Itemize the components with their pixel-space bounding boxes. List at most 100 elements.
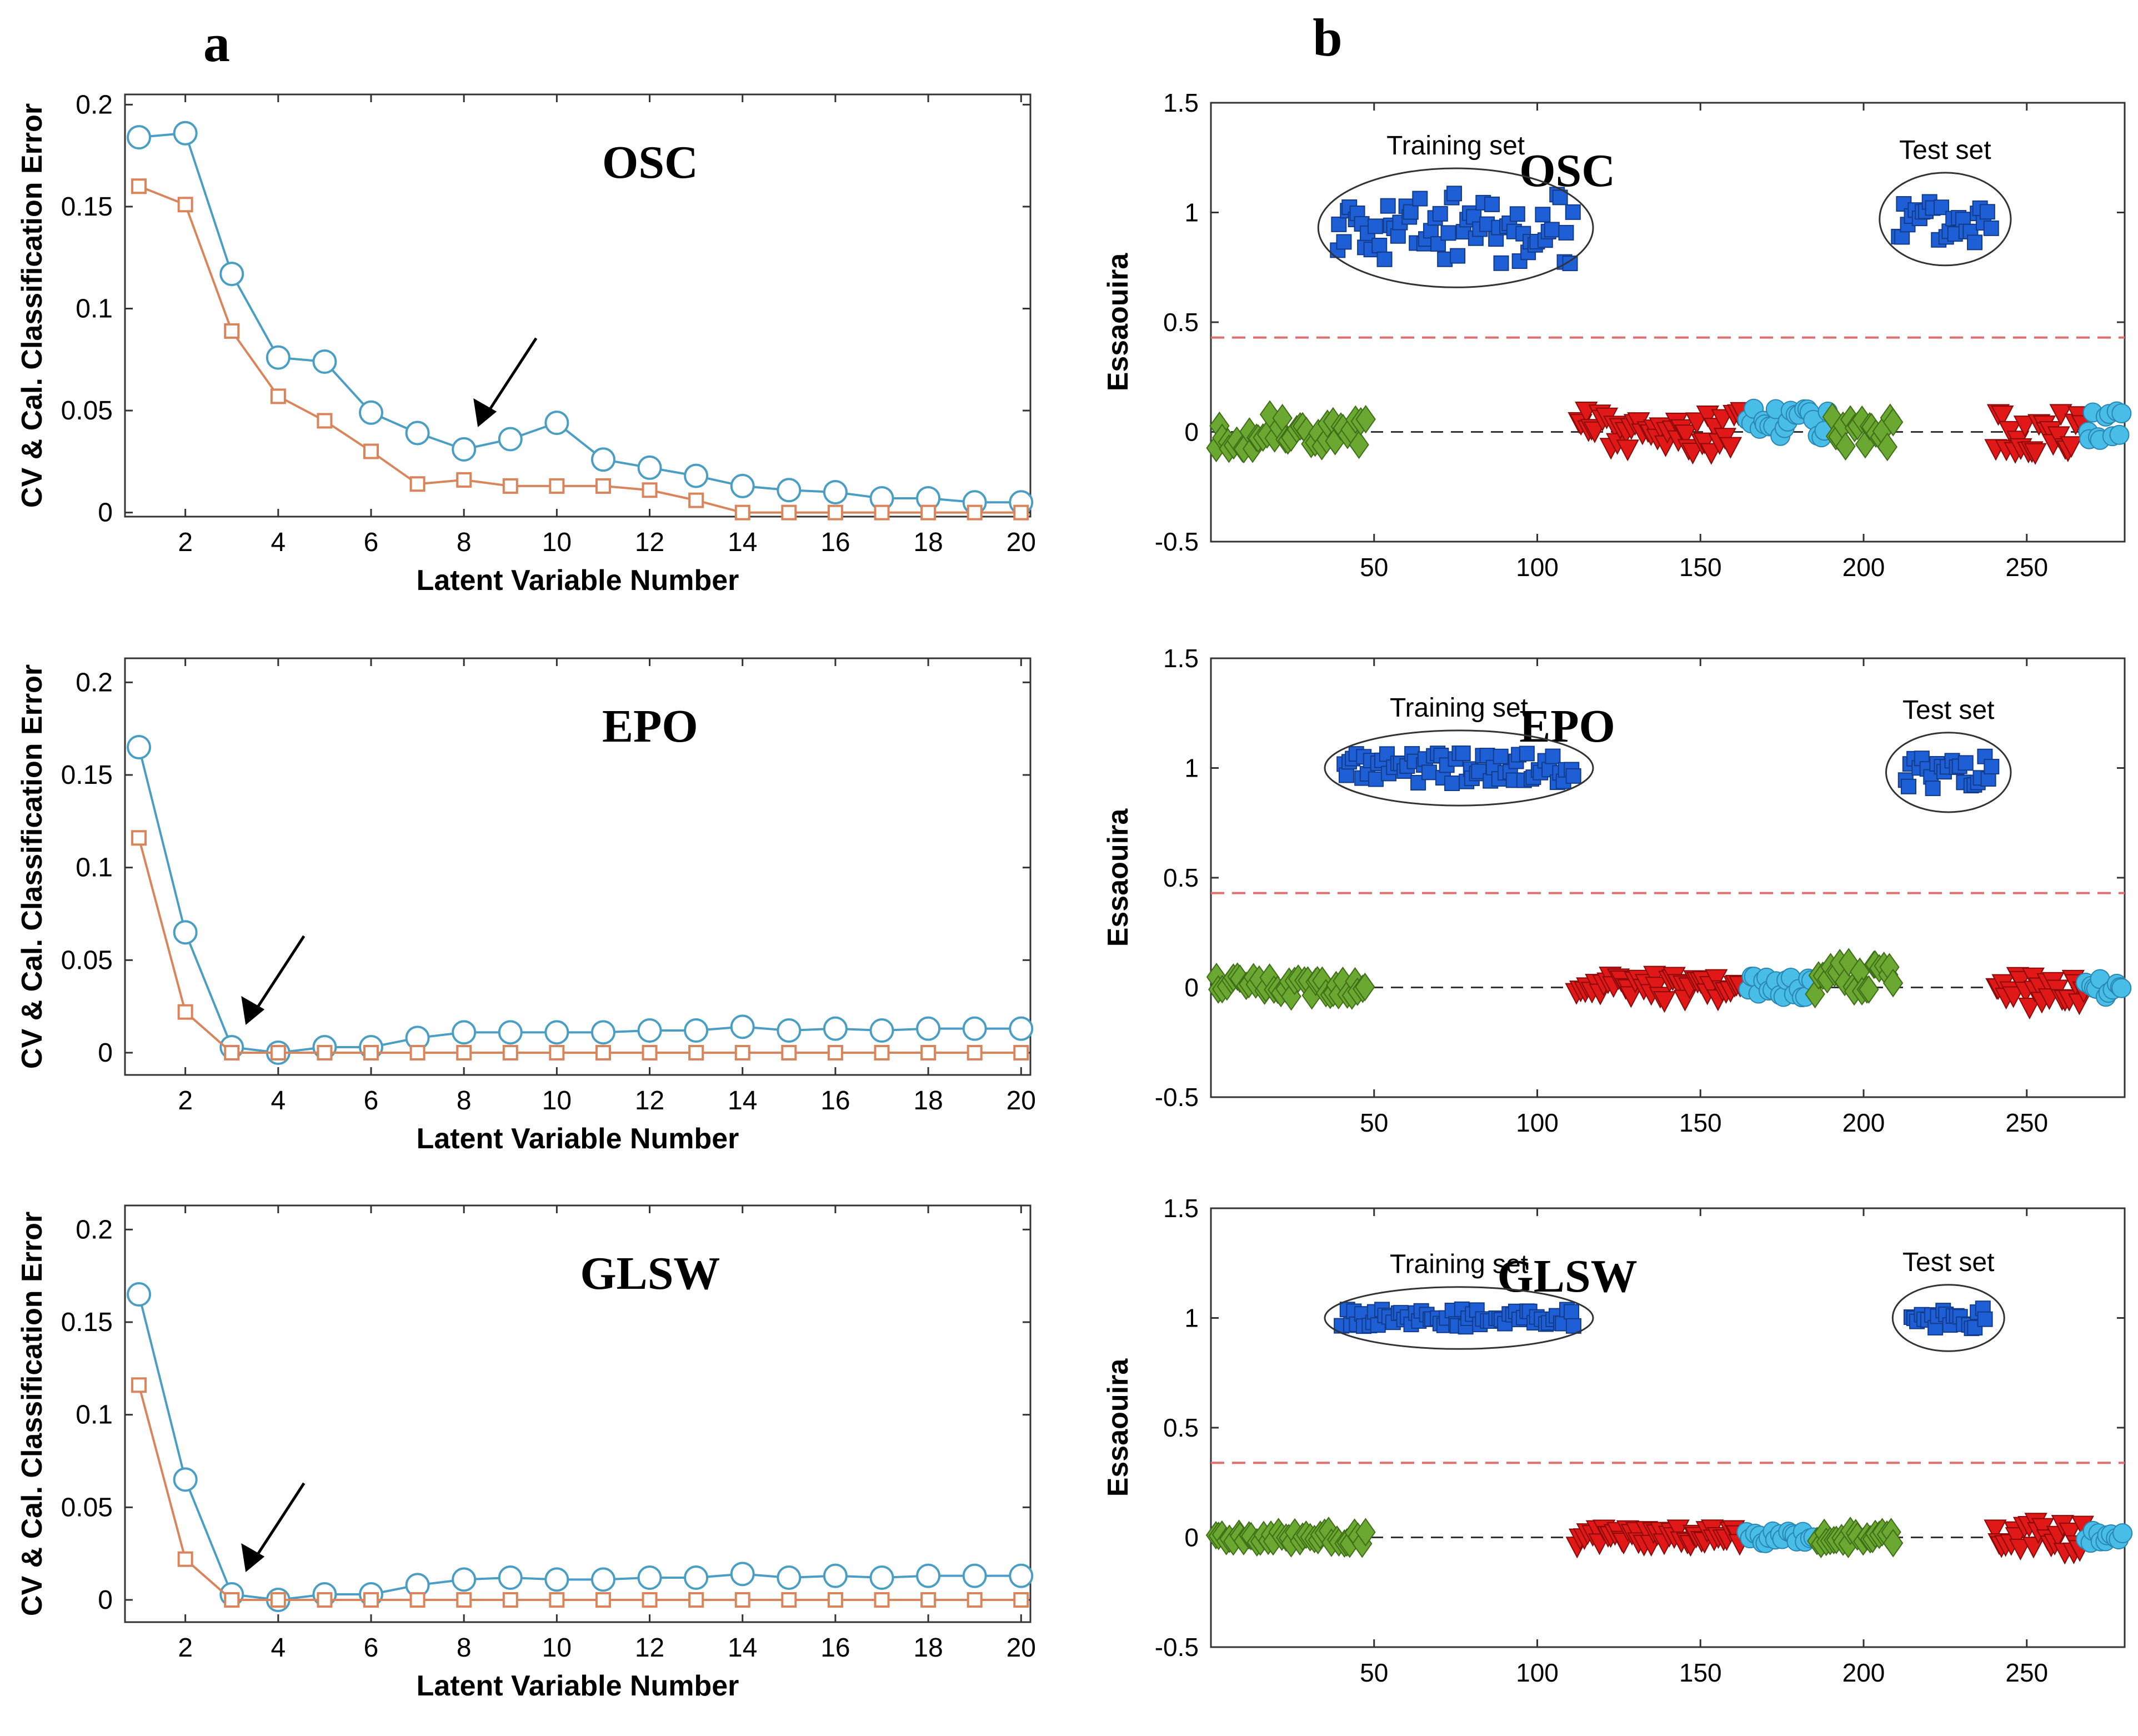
point-square: [1444, 776, 1460, 792]
x-tick-label: 18: [913, 528, 943, 557]
y-tick-label: 0: [98, 1585, 113, 1615]
data-point-cv: [916, 1563, 941, 1588]
training-ellipse: [1324, 729, 1594, 807]
point-triangle: [2013, 416, 2037, 438]
y-tick-label: 0.15: [61, 761, 113, 790]
point-square: [1558, 224, 1574, 241]
x-tick-label: 4: [271, 1086, 286, 1115]
data-point-cv: [590, 447, 615, 472]
scatter-group: [1206, 400, 1376, 464]
scatter-group: [1568, 402, 1753, 465]
data-point-cal: [270, 388, 286, 404]
data-point-cv: [219, 262, 244, 287]
point-triangle: [2001, 986, 2025, 1008]
scatter-group: [1738, 966, 1821, 1008]
x-tick-label: 50: [1360, 1658, 1388, 1687]
plot-frame: [124, 93, 1032, 518]
data-point-cv: [1009, 1563, 1034, 1588]
point-triangle: [2018, 998, 2041, 1020]
y-tick-label: 0.1: [76, 853, 113, 883]
data-point-cal: [363, 1045, 379, 1060]
x-tick-label: 4: [271, 528, 286, 557]
x-axis-label: Latent Variable Number: [417, 1123, 739, 1155]
data-point-cal: [920, 504, 937, 521]
data-point-cv: [823, 1563, 848, 1588]
y-tick-label: 0.05: [61, 945, 113, 975]
point-square: [1439, 757, 1455, 773]
y-tick-label: 0.1: [76, 294, 113, 324]
data-point-cal: [967, 504, 983, 521]
scatter-group: [1205, 1517, 1376, 1558]
y-tick-label: 1.5: [1163, 1194, 1199, 1223]
y-tick-label: 1: [1184, 1304, 1199, 1333]
data-point-cal: [874, 1592, 890, 1608]
point-triangle: [2024, 443, 2047, 465]
data-point-cal: [549, 478, 565, 494]
data-point-cal: [131, 830, 147, 846]
x-tick-label: 6: [364, 1633, 379, 1663]
x-tick-label: 200: [1842, 1658, 1885, 1687]
series-line-cv: [138, 132, 1022, 504]
chart-title: EPO: [602, 701, 698, 752]
point-square: [1331, 216, 1347, 232]
y-tick-label: -0.5: [1155, 527, 1199, 556]
scatter-group: [1822, 402, 1904, 462]
data-point-cal: [549, 1045, 565, 1060]
point-diamond: [1355, 972, 1375, 1002]
data-point-cv: [173, 920, 198, 945]
scatter-group: [1891, 194, 1999, 251]
point-diamond: [1859, 975, 1879, 1004]
scatter-group: [2075, 969, 2132, 1007]
x-tick-label: 12: [635, 1633, 664, 1663]
x-tick-label: 8: [457, 1633, 472, 1663]
y-tick-label: 0.5: [1163, 863, 1199, 892]
scatter-group: [1336, 746, 1581, 792]
data-point-cv: [266, 345, 291, 370]
point-triangle: [1984, 1519, 2007, 1542]
point-diamond: [1882, 968, 1904, 998]
x-tick-label: 14: [728, 1633, 757, 1663]
data-point-cv: [405, 421, 430, 446]
data-point-cal: [456, 1592, 472, 1608]
y-axis-label: Essaouira: [1102, 808, 1134, 947]
chart-a-glsw: 2 4 6 8 10 12 14 16 18 20 0 0.05 0.1 0.15 0.2 GLSW CV & …: [16, 1204, 1036, 1702]
data-point-cv: [544, 1020, 569, 1045]
data-point-cal: [131, 1377, 147, 1393]
point-square: [1519, 746, 1535, 762]
y-tick-label: 0: [98, 1038, 113, 1068]
data-point-cv: [777, 1018, 802, 1043]
scatter-group: [1984, 1513, 2094, 1565]
data-point-cv: [498, 1020, 523, 1045]
point-triangle: [1991, 406, 2014, 428]
x-tick-label: 200: [1842, 1108, 1885, 1137]
data-point-cal: [781, 1592, 797, 1608]
data-point-cv: [312, 349, 337, 374]
x-tick-label: 14: [728, 1086, 757, 1115]
point-square: [1432, 206, 1448, 222]
training-set-label: Training set: [1386, 131, 1525, 161]
x-tick-label: 2: [178, 528, 193, 557]
data-point-cal: [827, 1592, 843, 1608]
data-point-cal: [456, 1045, 472, 1060]
point-square: [1484, 196, 1500, 212]
scatter-group: [1806, 1517, 1904, 1559]
data-point-cv: [916, 1016, 941, 1041]
chart-b-osc: 50 100 150 200 250 -0.5 0 0.5 1 1.5 OSC Essaouira Tr…: [1102, 88, 2132, 582]
data-point-cv: [962, 1016, 987, 1041]
y-tick-label: 0: [1184, 1523, 1199, 1552]
data-point-cv: [730, 1562, 755, 1587]
data-point-cal: [920, 1592, 937, 1608]
point-square: [1544, 222, 1560, 238]
point-square: [1455, 746, 1471, 762]
point-circle: [2109, 424, 2130, 445]
point-square: [1957, 755, 1974, 771]
test-ellipse: [1891, 1284, 2005, 1352]
x-tick-label: 20: [1007, 528, 1036, 557]
point-circle: [2112, 1523, 2133, 1544]
point-square: [1440, 225, 1456, 241]
y-tick-label: 1.5: [1163, 644, 1199, 673]
chart-title: GLSW: [1498, 1250, 1638, 1302]
x-tick-label: 8: [457, 528, 472, 557]
